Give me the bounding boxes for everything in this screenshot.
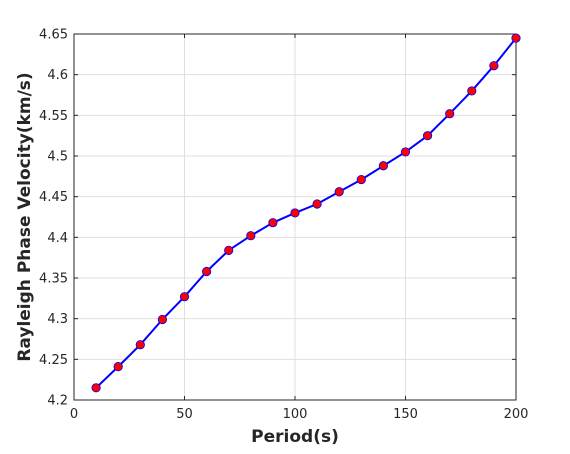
y-tick-label: 4.4 bbox=[47, 231, 68, 246]
data-point bbox=[400, 147, 411, 157]
x-tick-label: 0 bbox=[70, 407, 78, 422]
series-line bbox=[95, 37, 517, 389]
data-point bbox=[356, 174, 366, 185]
y-tick-label: 4.6 bbox=[47, 68, 68, 83]
data-point bbox=[290, 208, 300, 218]
data-point bbox=[224, 245, 234, 255]
y-tick-label: 4.45 bbox=[39, 190, 68, 205]
y-tick-label: 4.25 bbox=[39, 353, 68, 368]
x-tick-label: 100 bbox=[283, 407, 308, 422]
y-tick-label: 4.3 bbox=[47, 312, 68, 327]
series bbox=[91, 33, 521, 393]
data-point bbox=[489, 61, 499, 71]
data-point bbox=[91, 383, 101, 393]
y-tick-label: 4.35 bbox=[39, 272, 68, 287]
data-point bbox=[378, 161, 388, 171]
data-point bbox=[135, 340, 145, 350]
data-point bbox=[246, 231, 256, 241]
x-tick-label: 200 bbox=[504, 407, 529, 422]
data-point bbox=[334, 187, 344, 197]
data-point bbox=[467, 86, 477, 96]
data-point bbox=[312, 199, 322, 209]
axes bbox=[73, 33, 517, 401]
data-point bbox=[113, 362, 123, 372]
data-point bbox=[157, 314, 167, 325]
x-tick-label: 50 bbox=[176, 407, 193, 422]
y-tick-label: 4.55 bbox=[39, 109, 68, 124]
data-point bbox=[511, 33, 521, 43]
y-tick-label: 4.5 bbox=[47, 150, 68, 165]
data-point bbox=[202, 266, 212, 277]
data-point bbox=[422, 131, 433, 141]
tick-labels: 0 50 100 150 200 4.2 4.25 4.3 4.35 4.4 4.45 4.5 4.55… bbox=[39, 28, 528, 423]
x-axis-title: Period(s) bbox=[251, 427, 339, 447]
y-axis-title: Rayleigh Phase Velocity(km/s) bbox=[15, 72, 35, 361]
grid bbox=[74, 34, 516, 400]
x-tick-label: 150 bbox=[393, 407, 418, 422]
data-point bbox=[268, 218, 278, 228]
y-tick-label: 4.2 bbox=[47, 394, 68, 409]
y-tick-label: 4.65 bbox=[39, 28, 68, 43]
data-point bbox=[179, 292, 190, 302]
data-point bbox=[445, 109, 455, 119]
